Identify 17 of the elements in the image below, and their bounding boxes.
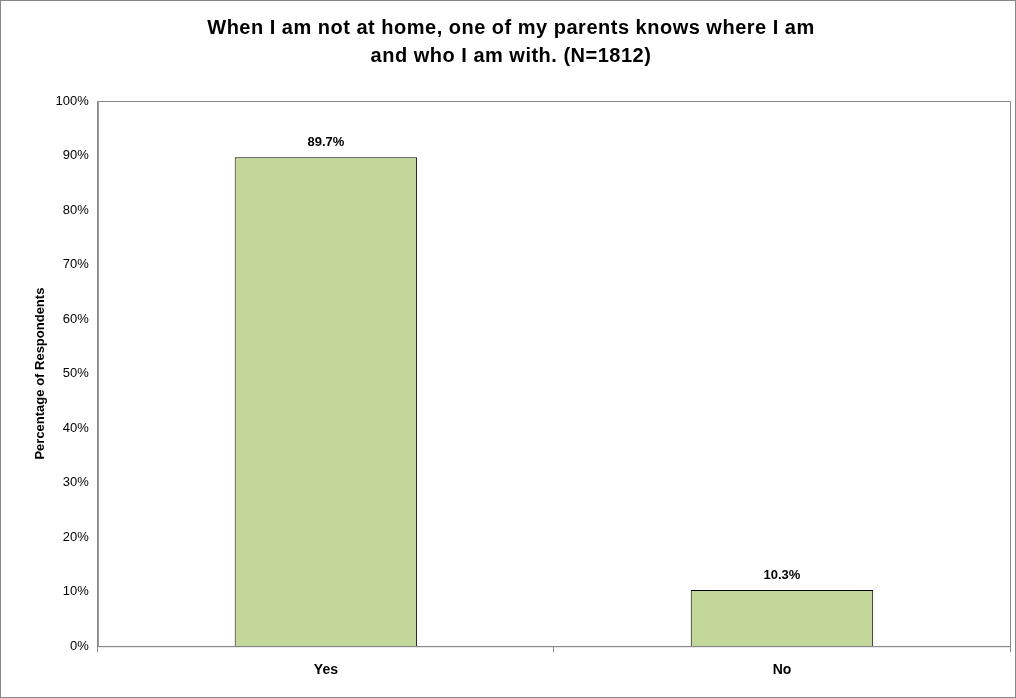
y-axis-title: Percentage of Respondents <box>32 287 48 460</box>
data-label: 89.7% <box>307 134 345 150</box>
y-tick-label: 50% <box>62 365 90 381</box>
y-tick-label: 0% <box>70 637 90 653</box>
chart-title: When I am not at home, one of my parents knows where I am and who I am with. (N=1812) <box>206 15 816 68</box>
y-tick-label: 30% <box>62 474 90 490</box>
x-tick-label: No <box>772 661 792 678</box>
y-tick-label: 20% <box>62 528 90 544</box>
y-tick-label: 100% <box>55 92 90 108</box>
y-tick-label: 60% <box>62 310 90 326</box>
y-tick-label: 10% <box>62 583 90 599</box>
y-tick-label: 40% <box>62 419 90 435</box>
y-tick-label: 80% <box>62 201 90 217</box>
y-tick-label: 90% <box>62 147 90 163</box>
data-label: 10.3% <box>763 567 801 583</box>
x-tick-label: Yes <box>313 661 339 678</box>
y-tick-label: 70% <box>62 256 90 272</box>
